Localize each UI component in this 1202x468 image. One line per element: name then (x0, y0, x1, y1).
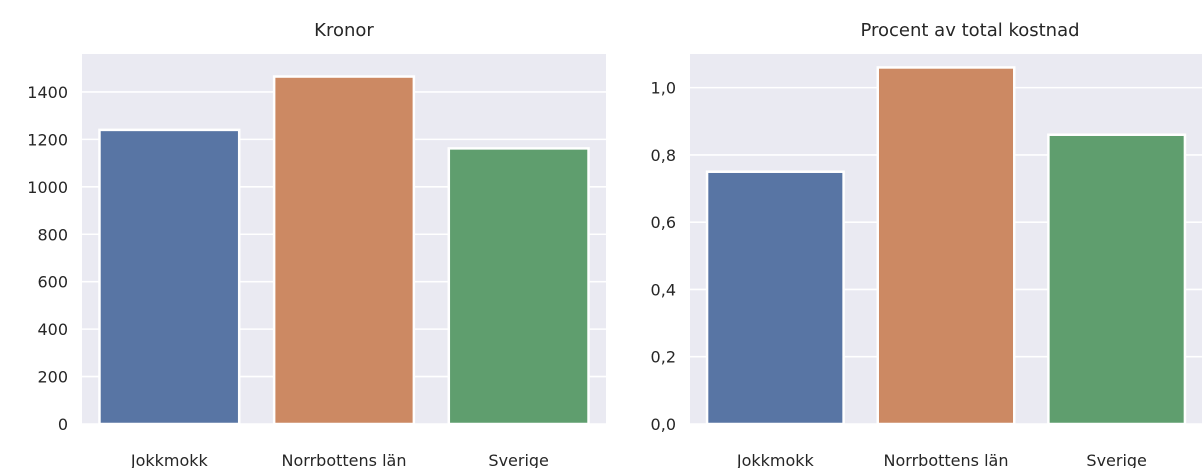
left-ytick-label: 600 (37, 273, 68, 292)
left-ytick-label: 1200 (27, 130, 68, 149)
right-chart-panel: 0,0 0,2 0,4 0,6 0,8 1,0 Jokkmokk Norrbottens lä… (651, 20, 1202, 468)
right-bar-1 (876, 66, 1016, 426)
left-bar-2 (447, 147, 590, 426)
left-ytick-label: 200 (37, 368, 68, 387)
right-ytick-label: 1,0 (651, 79, 676, 98)
right-bar-0 (705, 170, 845, 426)
left-chart-title: Kronor (314, 20, 374, 41)
left-ytick-label: 1000 (27, 178, 68, 197)
right-chart-title: Procent av total kostnad (860, 20, 1079, 41)
left-xtick-label: Jokkmokk (130, 451, 209, 468)
left-ytick-label: 0 (58, 415, 68, 434)
right-ytick-label: 0,4 (651, 280, 676, 299)
left-ytick-label: 800 (37, 225, 68, 244)
left-ytick-label: 400 (37, 320, 68, 339)
right-xtick-label: Jokkmokk (736, 451, 815, 468)
right-bar-2 (1047, 133, 1187, 426)
left-ytick-label: 1400 (27, 83, 68, 102)
left-chart-panel: 0 200 400 600 800 1000 1200 1400 Jokkmokk Norrbot… (27, 20, 606, 468)
left-xtick-label: Norrbottens län (282, 451, 407, 468)
right-ytick-label: 0,6 (651, 213, 676, 232)
right-ytick-label: 0,0 (651, 415, 676, 434)
right-ytick-label: 0,8 (651, 146, 676, 165)
left-bar-1 (272, 75, 416, 426)
left-xtick-label: Sverige (488, 451, 549, 468)
right-xtick-label: Norrbottens län (884, 451, 1009, 468)
right-xtick-label: Sverige (1086, 451, 1147, 468)
left-bar-0 (98, 128, 241, 426)
right-ytick-label: 0,2 (651, 348, 676, 367)
